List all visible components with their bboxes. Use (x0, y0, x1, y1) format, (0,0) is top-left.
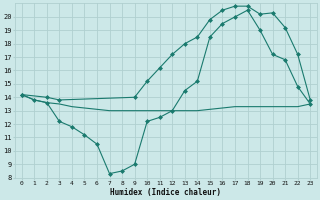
X-axis label: Humidex (Indice chaleur): Humidex (Indice chaleur) (110, 188, 221, 197)
